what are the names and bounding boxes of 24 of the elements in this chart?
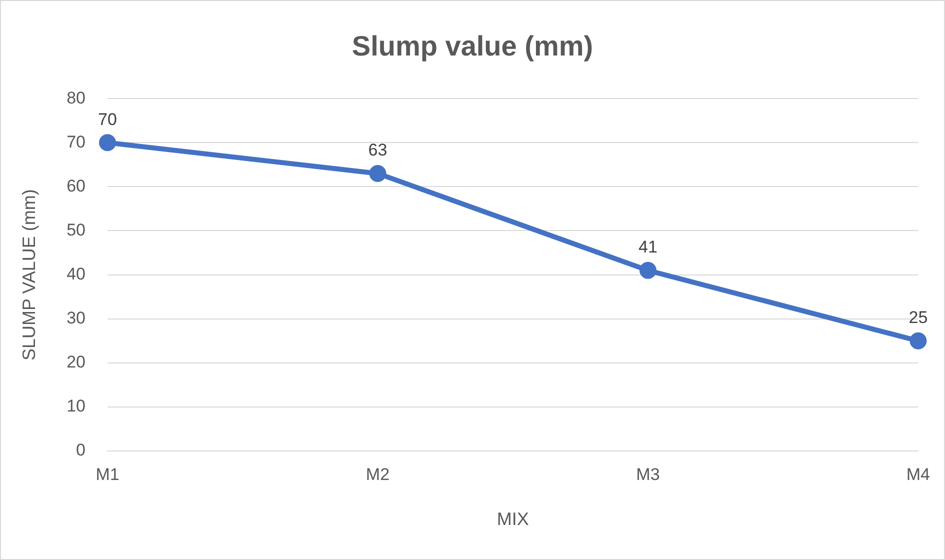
x-tick-label: M3 xyxy=(636,464,660,484)
y-tick-label: 0 xyxy=(76,440,86,460)
y-tick-label: 40 xyxy=(66,264,86,284)
point xyxy=(369,164,386,182)
point xyxy=(910,332,927,350)
data-label: 70 xyxy=(98,110,117,129)
y-tick-label: 20 xyxy=(66,352,86,372)
point xyxy=(99,134,116,152)
x-tick-label: M4 xyxy=(906,464,930,484)
y-tick-label: 80 xyxy=(66,88,86,108)
data-label: 25 xyxy=(908,308,928,328)
y-axis-title: SLUMP VALUE (mm) xyxy=(18,189,39,360)
x-axis-title: MIX xyxy=(496,509,529,530)
data-label: 41 xyxy=(638,238,658,257)
y-tick-label: 60 xyxy=(66,176,86,196)
y-tick-label: 10 xyxy=(66,396,86,416)
x-tick-label: M2 xyxy=(366,464,390,484)
y-tick-label: 30 xyxy=(66,308,86,328)
point xyxy=(639,262,656,279)
y-tick-label: 50 xyxy=(66,220,86,240)
chart-title: Slump value (mm) xyxy=(352,30,594,62)
data-label: 63 xyxy=(368,140,388,160)
x-tick-label: M1 xyxy=(96,464,120,484)
y-tick-label: 70 xyxy=(66,132,86,152)
